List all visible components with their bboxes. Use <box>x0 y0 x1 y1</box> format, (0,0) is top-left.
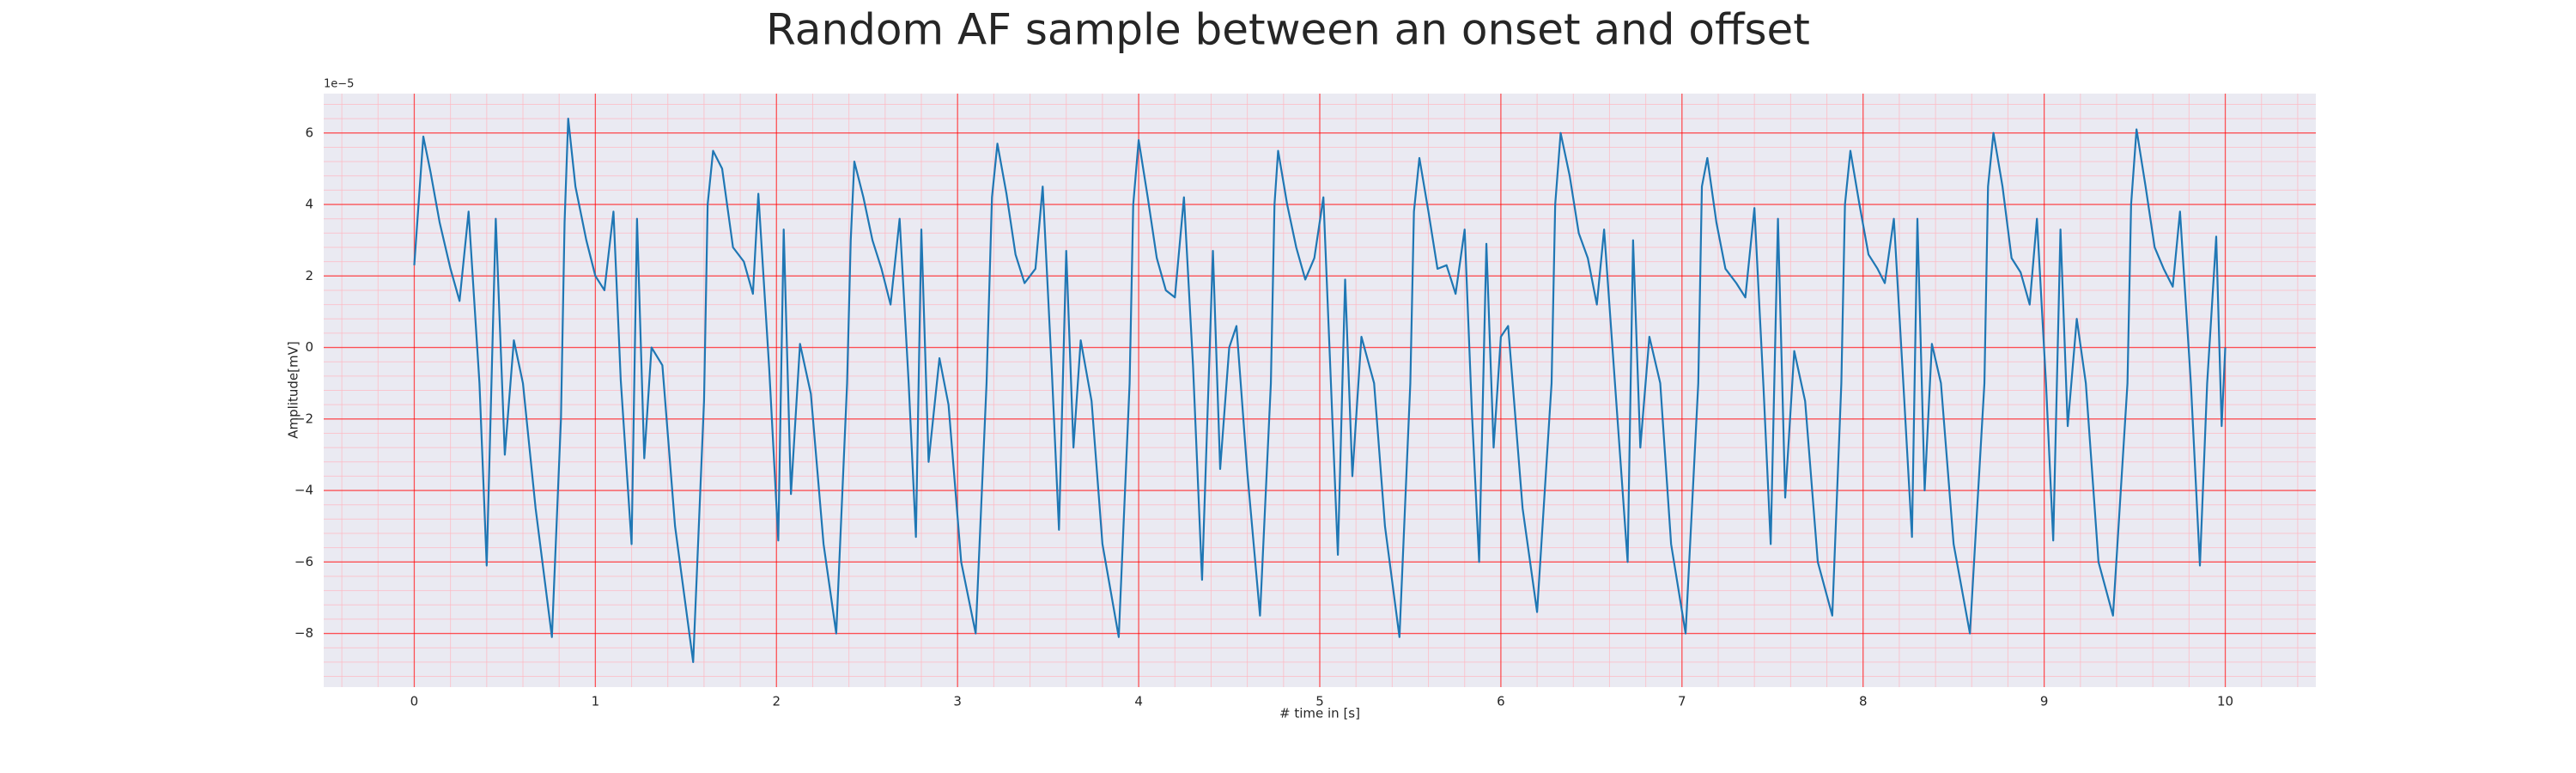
chart-title: Random AF sample between an onset and of… <box>766 5 1810 55</box>
y-tick-label: 4 <box>305 197 313 212</box>
y-tick-label: 0 <box>305 339 313 355</box>
x-tick-label: 1 <box>592 694 600 709</box>
y-tick-label: 2 <box>305 268 313 283</box>
x-tick-label: 3 <box>953 694 962 709</box>
x-tick-label: 0 <box>410 694 419 709</box>
x-tick-label: 5 <box>1315 694 1324 709</box>
x-tick-label: 8 <box>1859 694 1868 709</box>
y-axis-label: Amplitude[mV] <box>286 341 301 438</box>
x-tick-label: 7 <box>1678 694 1686 709</box>
y-tick-label: 6 <box>305 125 313 140</box>
signal-line <box>413 118 2227 663</box>
x-tick-label: 4 <box>1134 694 1143 709</box>
y-offset-label: 1e−5 <box>324 78 354 91</box>
y-tick-label: −8 <box>295 625 313 641</box>
y-tick-label: −2 <box>295 411 313 426</box>
y-tick-label: −6 <box>295 554 313 569</box>
x-tick-label: 10 <box>2217 694 2233 709</box>
x-axis-label: # time in [s] <box>1279 706 1360 721</box>
x-tick-label: 2 <box>772 694 781 709</box>
x-tick-label: 6 <box>1497 694 1505 709</box>
x-tick-label: 9 <box>2040 694 2049 709</box>
y-tick-label: −4 <box>295 483 313 498</box>
